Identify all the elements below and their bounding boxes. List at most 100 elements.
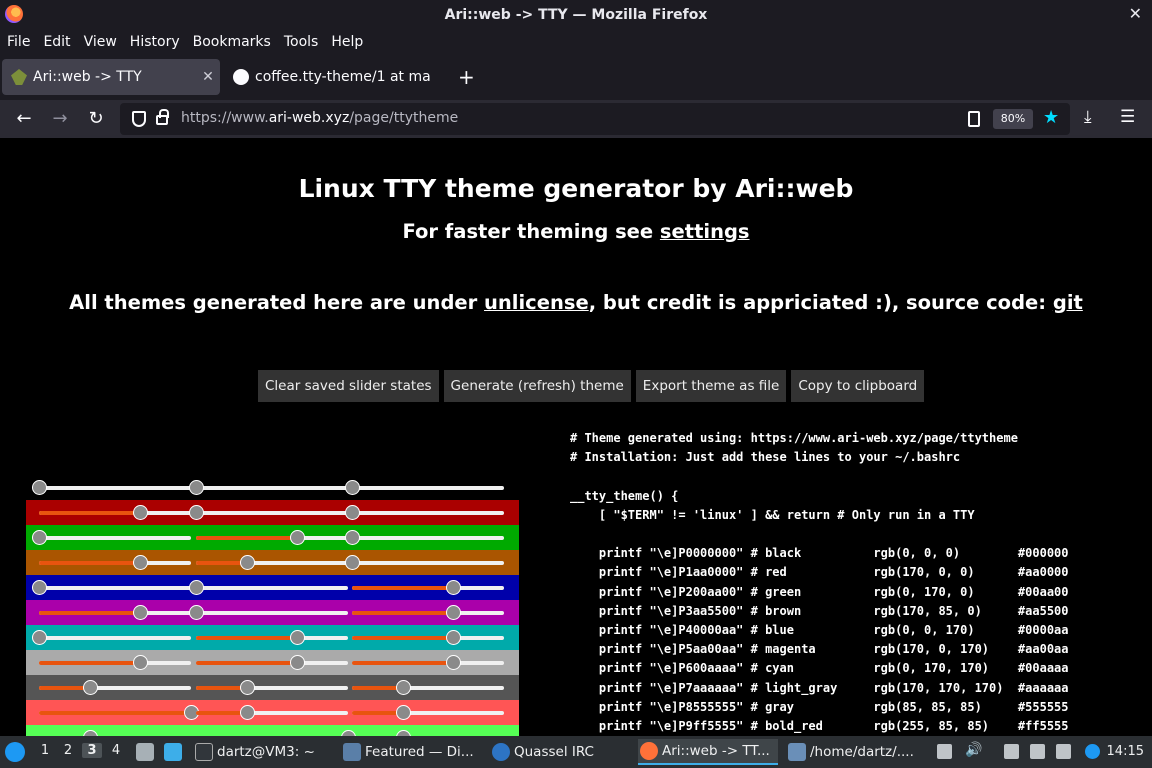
clear-slider-states-button[interactable]: Clear saved slider states [258, 370, 439, 402]
blue-slider-thumb[interactable] [395, 680, 411, 695]
green-slider-track[interactable] [196, 486, 348, 490]
url-bar[interactable]: https://www.ari-web.xyz/page/ttytheme 80… [120, 103, 1070, 135]
red-slider-thumb[interactable] [82, 680, 98, 695]
reader-view-icon[interactable] [968, 111, 980, 127]
red-slider-track[interactable] [39, 686, 191, 690]
red-slider-thumb[interactable] [32, 580, 47, 595]
green-slider-thumb[interactable] [290, 655, 306, 670]
zoom-level-badge[interactable]: 80% [993, 109, 1033, 129]
network-icon[interactable] [1030, 744, 1045, 759]
blue-slider-thumb[interactable] [395, 705, 411, 720]
blue-slider-track[interactable] [352, 686, 504, 690]
new-tab-plus-icon[interactable]: + [458, 65, 475, 89]
blue-slider-thumb[interactable] [345, 555, 360, 570]
url-text[interactable]: https://www.ari-web.xyz/page/ttytheme [181, 110, 458, 126]
red-slider-track[interactable] [39, 536, 191, 540]
lock-icon[interactable] [156, 109, 169, 125]
tab-ari-web[interactable]: Ari::web -> TTY ✕ [2, 59, 220, 95]
show-desktop-icon[interactable] [164, 743, 182, 761]
green-slider-thumb[interactable] [290, 530, 306, 545]
menu-tools[interactable]: Tools [283, 34, 319, 50]
green-slider-track[interactable] [196, 686, 348, 690]
green-slider-thumb[interactable] [290, 630, 306, 645]
copy-clipboard-button[interactable]: Copy to clipboard [791, 370, 925, 402]
workspace-3[interactable]: 3 [82, 743, 102, 758]
green-slider-track[interactable] [196, 611, 348, 615]
task-editor[interactable]: /home/dartz/.... [786, 739, 926, 765]
green-slider-track[interactable] [196, 561, 348, 565]
green-slider-thumb[interactable] [189, 580, 204, 595]
blue-slider-thumb[interactable] [446, 580, 462, 595]
export-theme-button[interactable]: Export theme as file [635, 370, 787, 402]
red-slider-track[interactable] [39, 486, 191, 490]
blue-slider-track[interactable] [352, 536, 504, 540]
blue-slider-track[interactable] [352, 486, 504, 490]
green-slider-track[interactable] [196, 511, 348, 515]
github-icon [233, 69, 249, 85]
green-slider-track[interactable] [196, 586, 348, 590]
blue-slider-thumb[interactable] [345, 480, 360, 495]
task-terminal[interactable]: dartz@VM3: ~ [193, 739, 333, 765]
blue-slider-thumb[interactable] [446, 655, 462, 670]
red-slider-thumb[interactable] [32, 530, 47, 545]
menu-help[interactable]: Help [331, 34, 364, 50]
blue-slider-track[interactable] [352, 511, 504, 515]
app-launcher-icon[interactable] [5, 742, 25, 762]
blue-slider-thumb[interactable] [446, 630, 462, 645]
red-slider-thumb[interactable] [32, 480, 47, 495]
window-close-icon[interactable]: ✕ [1128, 4, 1142, 23]
green-slider-thumb[interactable] [239, 705, 255, 720]
task-quassel[interactable]: Quassel IRC [490, 739, 630, 765]
license-text-mid: , but credit is appriciated :), source c… [588, 291, 1053, 314]
task-discover[interactable]: Featured — Di... [341, 739, 483, 765]
tab-close-icon[interactable]: ✕ [202, 69, 214, 85]
green-slider-track[interactable] [196, 711, 348, 715]
red-slider-thumb[interactable] [133, 505, 149, 520]
blue-slider-thumb[interactable] [345, 530, 360, 545]
hamburger-menu-icon[interactable]: ☰ [1120, 107, 1136, 127]
bookmark-star-icon[interactable]: ★ [1043, 107, 1060, 128]
git-link[interactable]: git [1052, 291, 1083, 314]
unlicense-link[interactable]: unlicense [484, 291, 589, 314]
blue-slider-track[interactable] [352, 711, 504, 715]
blue-slider-track[interactable] [352, 561, 504, 565]
volume-icon[interactable]: 🔊 [965, 742, 983, 758]
forward-arrow-icon[interactable]: → [52, 108, 68, 129]
green-slider-thumb[interactable] [189, 605, 204, 620]
clipboard-icon[interactable] [937, 744, 952, 759]
blue-slider-thumb[interactable] [345, 505, 360, 520]
green-slider-thumb[interactable] [189, 480, 204, 495]
task-firefox[interactable]: Ari::web -> TT... [638, 739, 778, 765]
workspace-1[interactable]: 1 [40, 743, 50, 758]
device-notifier-icon[interactable] [1056, 744, 1071, 759]
menu-view[interactable]: View [83, 34, 117, 50]
red-slider-track[interactable] [39, 586, 191, 590]
menu-edit[interactable]: Edit [43, 34, 71, 50]
settings-link[interactable]: settings [659, 220, 750, 243]
red-slider-thumb[interactable] [133, 555, 149, 570]
workspace-4[interactable]: 4 [111, 743, 121, 758]
blue-slider-thumb[interactable] [446, 605, 462, 620]
back-arrow-icon[interactable]: ← [16, 108, 32, 129]
generate-theme-button[interactable]: Generate (refresh) theme [443, 370, 631, 402]
red-slider-thumb[interactable] [133, 605, 149, 620]
menu-file[interactable]: File [7, 34, 31, 50]
subtitle-text: For faster theming see [402, 220, 660, 243]
notes-icon[interactable] [1004, 744, 1019, 759]
workspace-2[interactable]: 2 [63, 743, 73, 758]
red-slider-thumb[interactable] [32, 630, 47, 645]
menu-history[interactable]: History [129, 34, 180, 50]
downloads-icon[interactable]: ⤓ [1084, 107, 1092, 127]
red-slider-thumb[interactable] [133, 655, 149, 670]
tab-github[interactable]: coffee.tty-theme/1 at ma [224, 59, 452, 95]
file-manager-icon[interactable] [136, 743, 154, 761]
system-update-icon[interactable] [1085, 744, 1100, 759]
color-slider-row [26, 500, 519, 525]
green-slider-thumb[interactable] [239, 680, 255, 695]
reload-icon[interactable]: ↻ [88, 108, 104, 129]
menu-bookmarks[interactable]: Bookmarks [192, 34, 271, 50]
green-slider-thumb[interactable] [189, 505, 204, 520]
tracking-shield-icon[interactable] [132, 111, 146, 127]
red-slider-track[interactable] [39, 636, 191, 640]
green-slider-thumb[interactable] [239, 555, 255, 570]
